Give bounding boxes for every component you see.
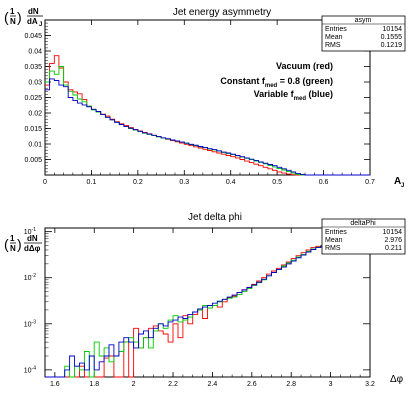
asym-y-tick-label: 0.025	[24, 95, 42, 102]
asym-x-tick-label: 0.2	[133, 179, 143, 186]
asym-x-tick-label: 0.6	[319, 179, 329, 186]
stats-value-entries: 10154	[383, 229, 403, 236]
asym-x-tick-label: 0.4	[226, 179, 236, 186]
svg-text:J: J	[39, 22, 42, 28]
stats-value-mean: 0.1555	[381, 34, 403, 41]
asym-y-tick-label: 0.035	[24, 64, 42, 71]
deltaphi-title: Jet delta phi	[188, 212, 242, 223]
stats-label-entries: Entries	[325, 26, 347, 33]
dphi-x-tick-label: 2.8	[286, 381, 296, 388]
asym-x-tick-label: 0.1	[87, 179, 97, 186]
deltaphi-frame	[44, 227, 371, 378]
svg-text:dN: dN	[28, 7, 39, 16]
asym-x-tick-label: 0.3	[179, 179, 189, 186]
dphi-x-tick-label: 2.6	[247, 381, 257, 388]
dphi-x-tick-label: 3	[329, 381, 333, 388]
stats-value-rms: 0.211	[385, 245, 402, 252]
dphi-hist-variable-fmed	[45, 245, 370, 378]
asym-y-tick-label: 0.04	[28, 49, 42, 56]
stats-label-rms: RMS	[325, 42, 341, 49]
svg-text:(: (	[4, 236, 9, 252]
svg-text:J: J	[401, 183, 404, 189]
dphi-x-tick-label: 2.2	[168, 381, 178, 388]
dphi-x-tick-label: 1.8	[89, 381, 99, 388]
asymmetry-panel: Jet energy asymmetry ( 1 N ) dN dA J 0 0.…	[4, 7, 406, 189]
asymmetry-histograms	[45, 55, 370, 176]
dphi-x-tick-label: 3.2	[365, 381, 375, 388]
legend-line-constant: Constant fmed = 0.8 (green)	[220, 76, 333, 89]
svg-text:): )	[17, 9, 22, 25]
asym-y-tick-label: 0.02	[28, 111, 42, 118]
dphi-x-tick-label: 1.6	[50, 381, 60, 388]
dphi-x-tick-label: 2	[132, 381, 136, 388]
svg-text:(: (	[4, 9, 9, 25]
svg-text:N: N	[10, 244, 16, 253]
asym-y-tick-label: 0.01	[28, 142, 42, 149]
stats-label-entries: Entries	[325, 229, 347, 236]
stats-label-mean: Mean	[325, 237, 343, 244]
stats-value-mean: 2.976	[384, 237, 402, 244]
asym-y-tick-label: 0.045	[24, 33, 42, 40]
svg-text:N: N	[10, 17, 16, 26]
asym-y-tick-label: 0.03	[28, 80, 42, 87]
asym-y-tick-label: 0.005	[24, 157, 42, 164]
svg-text:dΔφ: dΔφ	[24, 244, 41, 253]
asym-x-tick-label: 0	[43, 179, 47, 186]
svg-text:): )	[17, 236, 22, 252]
dphi-x-tick-label: 2.4	[208, 381, 218, 388]
dphi-y-tick-label: 10-2	[24, 273, 36, 282]
asym-y-tick-label: 0.015	[24, 126, 42, 133]
legend-line-vacuum: Vacuum (red)	[276, 61, 333, 71]
legend-line-variable: Variable fmed (blue)	[254, 89, 333, 102]
stats-label-rms: RMS	[325, 245, 341, 252]
stats-title: asym	[355, 17, 372, 24]
dphi-y-tick-label: 10-3	[24, 319, 36, 328]
stats-value-rms: 0.1219	[381, 42, 403, 49]
asym-x-tick-label: 0.7	[365, 179, 375, 186]
svg-text:A: A	[394, 176, 401, 187]
svg-text:1: 1	[10, 234, 15, 243]
svg-text:1: 1	[10, 7, 15, 16]
svg-text:dA: dA	[27, 17, 38, 26]
svg-text:dN: dN	[27, 234, 38, 243]
dphi-y-tick-label: 10-1	[24, 227, 36, 236]
asymmetry-ylabel: ( 1 N ) dN dA J	[4, 7, 43, 28]
asymmetry-title: Jet energy asymmetry	[173, 7, 271, 18]
deltaphi-stats-box: deltaPhi Entries 10154 Mean 2.976 RMS 0.…	[321, 218, 406, 255]
stats-label-mean: Mean	[325, 34, 343, 41]
deltaphi-ylabel: ( 1 N ) dN dΔφ	[4, 234, 42, 253]
dphi-y-tick-label: 10-4	[24, 365, 36, 374]
stats-title: deltaPhi	[350, 220, 376, 227]
stats-value-entries: 10154	[383, 26, 403, 33]
asym-hist-variable-fmed	[45, 78, 370, 176]
asymmetry-stats-box: asym Entries 10154 Mean 0.1555 RMS 0.121…	[321, 15, 406, 52]
deltaphi-xlabel: Δφ	[390, 374, 404, 385]
asym-x-tick-label: 0.5	[272, 179, 282, 186]
deltaphi-panel: Jet delta phi ( 1 N ) dN dΔφ 1.6 1.8 2 2.2 2…	[4, 212, 406, 388]
asymmetry-xlabel: A J	[394, 176, 404, 189]
deltaphi-histograms	[45, 245, 370, 378]
asymmetry-legend: Vacuum (red) Constant fmed = 0.8 (green)…	[220, 61, 333, 102]
asym-hist-vacuum	[45, 55, 370, 176]
